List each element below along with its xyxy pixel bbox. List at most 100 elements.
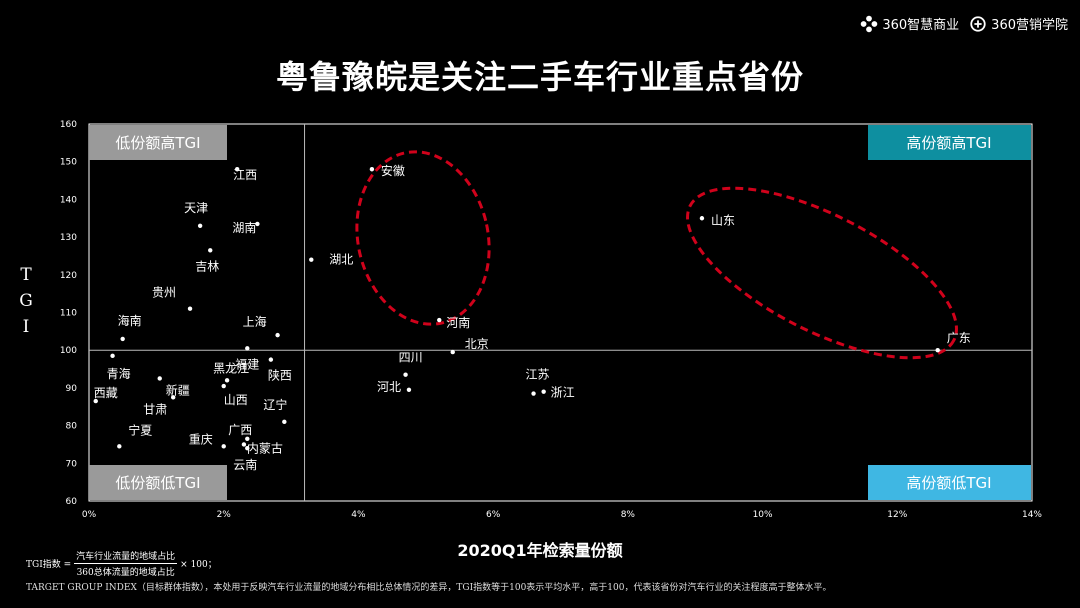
formula-prefix: TGI指数 = — [26, 560, 72, 570]
data-point — [437, 317, 442, 323]
point-label: 福建 — [235, 356, 259, 371]
data-point — [531, 391, 536, 396]
y-tick-label: 120 — [60, 271, 77, 281]
axis-ticks: 0% 2% 4% 6% 8% 10% 12% 14% 60 70 80 90 100 110 120 130 1… — [60, 120, 1043, 520]
data-point — [309, 257, 314, 262]
formula-fraction: 汽车行业流量的地域占比 360总体流量的地域占比 — [74, 549, 178, 578]
quadrant-top-left-box — [89, 125, 227, 160]
x-tick-label: 4% — [351, 510, 366, 520]
logo-bar: 360智慧商业 360营销学院 — [860, 14, 1068, 33]
logo-1-text: 360智慧商业 — [882, 18, 960, 33]
logo-360-marketing-academy: 360营销学院 — [969, 14, 1068, 33]
point-label: 浙江 — [551, 386, 575, 400]
quadrant-labels: 低份额高TGI 高份额高TGI 低份额低TGI 高份额低TGI — [89, 125, 1031, 500]
x-tick-label: 14% — [1022, 510, 1042, 520]
point-label: 四川 — [399, 351, 423, 365]
y-tick-label: 80 — [66, 422, 78, 432]
data-point — [282, 419, 287, 425]
data-point — [110, 353, 115, 359]
point-label: 云南 — [233, 457, 257, 472]
point-label: 北京 — [465, 337, 489, 351]
data-point — [187, 306, 193, 311]
quadrant-bottom-right-label: 高份额低TGI — [906, 474, 991, 492]
data-point — [221, 444, 226, 449]
point-label: 江苏 — [526, 368, 550, 382]
quadrant-bottom-left-label: 低份额低TGI — [115, 474, 200, 492]
data-point — [245, 446, 250, 451]
quadrant-top-right-label: 高份额高TGI — [906, 134, 991, 152]
point-label: 辽宁 — [263, 397, 287, 412]
data-point — [234, 167, 240, 172]
point-label: 天津 — [184, 201, 208, 215]
quadrant-bottom-right-box — [868, 465, 1031, 500]
y-axis-label-char: I — [22, 317, 30, 337]
y-tick-label: 60 — [66, 497, 78, 507]
point-label: 河北 — [377, 380, 401, 394]
point-label: 黑龙江 — [213, 361, 249, 375]
plot-area — [88, 123, 1033, 502]
y-tick-label: 150 — [60, 158, 77, 168]
point-label: 甘肃 — [143, 402, 167, 416]
x-tick-label: 10% — [753, 510, 773, 520]
data-point — [699, 216, 705, 221]
x-tick-label: 8% — [621, 510, 636, 520]
y-tick-label: 160 — [60, 120, 77, 130]
formula-denominator: 360总体流量的地域占比 — [76, 568, 175, 578]
data-point — [935, 348, 940, 353]
data-point — [245, 346, 250, 351]
point-label: 西藏 — [94, 386, 118, 400]
point-label: 新疆 — [166, 382, 190, 397]
y-axis-label-char: G — [19, 291, 33, 311]
point-label: 重庆 — [189, 432, 213, 446]
footnote: TARGET GROUP INDEX（目标群体指数），本处用于反映汽车行业流量的… — [26, 583, 832, 593]
x-axis-label: 2020Q1年检索量份额 — [457, 541, 623, 560]
y-tick-label: 110 — [60, 309, 77, 319]
highlight-ellipses — [355, 150, 958, 360]
formula-numerator: 汽车行业流量的地域占比 — [74, 549, 178, 564]
y-axis-label-char: T — [20, 265, 32, 285]
point-label: 山西 — [224, 393, 248, 407]
point-label: 广西 — [228, 423, 252, 437]
data-point — [197, 223, 203, 228]
data-point — [450, 349, 455, 355]
data-point — [255, 221, 260, 227]
page-title: 粤鲁豫皖是关注二手车行业重点省份 — [275, 58, 804, 96]
point-label: 内蒙古 — [247, 440, 283, 455]
point-label: 海南 — [118, 313, 142, 328]
tgi-formula: TGI指数 = 汽车行业流量的地域占比 360总体流量的地域占比 × 100； — [26, 549, 217, 578]
y-tick-label: 140 — [60, 195, 77, 205]
y-tick-label: 130 — [60, 233, 77, 243]
data-point — [224, 378, 230, 383]
logo-2-text: 360营销学院 — [991, 18, 1068, 33]
data-point — [275, 332, 280, 338]
point-label: 湖北 — [329, 252, 353, 267]
logo-360-smart-business: 360智慧商业 — [860, 14, 959, 33]
y-tick-label: 70 — [66, 459, 78, 469]
data-point — [221, 383, 226, 389]
data-point — [268, 357, 274, 362]
point-label: 上海 — [243, 314, 267, 329]
data-point — [157, 376, 162, 381]
point-label: 广东 — [947, 331, 971, 345]
data-point — [93, 398, 98, 404]
x-tick-label: 2% — [217, 510, 232, 520]
point-label: 山东 — [711, 213, 735, 227]
highlight-ellipse-shandong-guangdong — [686, 186, 958, 360]
reference-lines — [89, 124, 1032, 501]
point-label: 安徽 — [381, 163, 405, 178]
data-point — [406, 387, 412, 392]
data-point — [541, 389, 546, 394]
highlight-ellipse-anhui-henan — [355, 150, 491, 326]
flower-logo-icon — [861, 15, 878, 32]
y-tick-label: 90 — [66, 384, 78, 394]
point-label: 吉林 — [195, 259, 219, 273]
point-label: 贵州 — [152, 286, 176, 300]
data-point — [245, 436, 250, 441]
data-point — [117, 444, 122, 449]
point-label: 湖南 — [232, 220, 256, 235]
quadrant-bottom-left-box — [89, 465, 227, 500]
x-tick-label: 0% — [82, 510, 97, 520]
